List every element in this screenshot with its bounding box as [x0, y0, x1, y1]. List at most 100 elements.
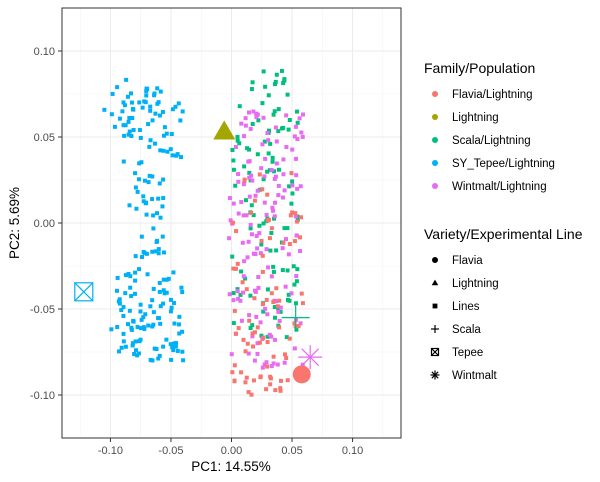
- line-point: [251, 109, 256, 114]
- line-point: [179, 285, 184, 290]
- line-point: [269, 167, 274, 172]
- line-point: [286, 127, 291, 132]
- line-point: [260, 269, 265, 274]
- line-point: [247, 175, 252, 180]
- line-point: [148, 357, 153, 362]
- line-point: [274, 139, 279, 144]
- line-point: [162, 133, 167, 138]
- line-point: [298, 321, 303, 326]
- line-point: [295, 120, 300, 125]
- line-point: [239, 121, 244, 126]
- line-point: [271, 299, 276, 304]
- line-point: [254, 233, 259, 238]
- line-point: [247, 147, 252, 152]
- line-point: [158, 148, 163, 153]
- parent-marker-wintmalt: [298, 345, 323, 370]
- line-point: [241, 213, 246, 218]
- line-point: [248, 222, 253, 227]
- line-point: [233, 266, 238, 271]
- line-point: [265, 169, 270, 174]
- line-point: [235, 287, 240, 292]
- line-point: [131, 127, 136, 132]
- line-point: [261, 221, 266, 226]
- line-point: [157, 181, 162, 186]
- line-point: [234, 229, 239, 234]
- line-point: [121, 100, 126, 105]
- line-point: [177, 314, 182, 319]
- line-point: [133, 348, 138, 353]
- line-point: [259, 242, 264, 247]
- line-point: [138, 337, 143, 342]
- line-point: [161, 301, 166, 306]
- line-point: [230, 254, 235, 259]
- line-point: [227, 236, 232, 241]
- line-point: [157, 316, 162, 321]
- line-point: [161, 277, 166, 282]
- line-point: [160, 204, 165, 209]
- line-point: [150, 197, 155, 202]
- line-point: [294, 173, 299, 178]
- line-point: [278, 305, 283, 310]
- line-point: [269, 226, 274, 231]
- line-point: [133, 171, 138, 176]
- line-point: [258, 187, 263, 192]
- line-point: [290, 179, 295, 184]
- line-point: [299, 130, 304, 135]
- line-point: [146, 122, 151, 127]
- line-point: [289, 171, 294, 176]
- legend-color-key: [432, 160, 438, 166]
- x-axis-ticks: -0.10 -0.05 0.00 0.05 0.10: [98, 438, 363, 457]
- line-point: [255, 325, 260, 330]
- line-point: [286, 252, 291, 257]
- line-point: [230, 220, 235, 225]
- line-point: [232, 308, 237, 313]
- line-point: [271, 112, 276, 117]
- line-point: [269, 274, 274, 279]
- line-point: [151, 213, 156, 218]
- line-point: [243, 380, 248, 385]
- line-point: [162, 125, 167, 130]
- line-point: [288, 213, 293, 218]
- line-point: [158, 321, 163, 326]
- line-point: [255, 152, 260, 157]
- line-point: [169, 132, 174, 137]
- line-point: [257, 223, 262, 228]
- line-point: [231, 158, 236, 163]
- line-point: [244, 213, 249, 218]
- line-point: [250, 334, 255, 339]
- line-point: [269, 364, 274, 369]
- line-point: [278, 378, 283, 383]
- line-point: [115, 85, 120, 90]
- line-point: [260, 253, 265, 258]
- line-point: [260, 365, 265, 370]
- line-point: [290, 210, 295, 215]
- line-point: [268, 141, 273, 146]
- line-point: [298, 235, 303, 240]
- line-point: [251, 378, 256, 383]
- line-point: [298, 248, 303, 253]
- line-point: [141, 315, 146, 320]
- line-point: [150, 174, 155, 179]
- line-point: [239, 269, 244, 274]
- line-point: [152, 141, 157, 146]
- line-point: [155, 211, 160, 216]
- line-point: [293, 124, 298, 129]
- line-point: [232, 379, 237, 384]
- line-point: [256, 118, 261, 123]
- line-point: [126, 119, 131, 124]
- line-point: [265, 287, 270, 292]
- legend-color-label: Lightning: [452, 112, 499, 124]
- line-point: [261, 309, 266, 314]
- line-point: [259, 239, 264, 244]
- line-point: [242, 259, 247, 264]
- line-point: [228, 218, 233, 223]
- line-point: [266, 128, 271, 133]
- line-point: [160, 109, 165, 114]
- line-point: [168, 309, 173, 314]
- line-point: [150, 298, 155, 303]
- line-point: [276, 129, 281, 134]
- y-tick-label: 0.05: [34, 132, 55, 144]
- line-point: [241, 337, 246, 342]
- line-point: [152, 91, 157, 96]
- line-point: [241, 290, 246, 295]
